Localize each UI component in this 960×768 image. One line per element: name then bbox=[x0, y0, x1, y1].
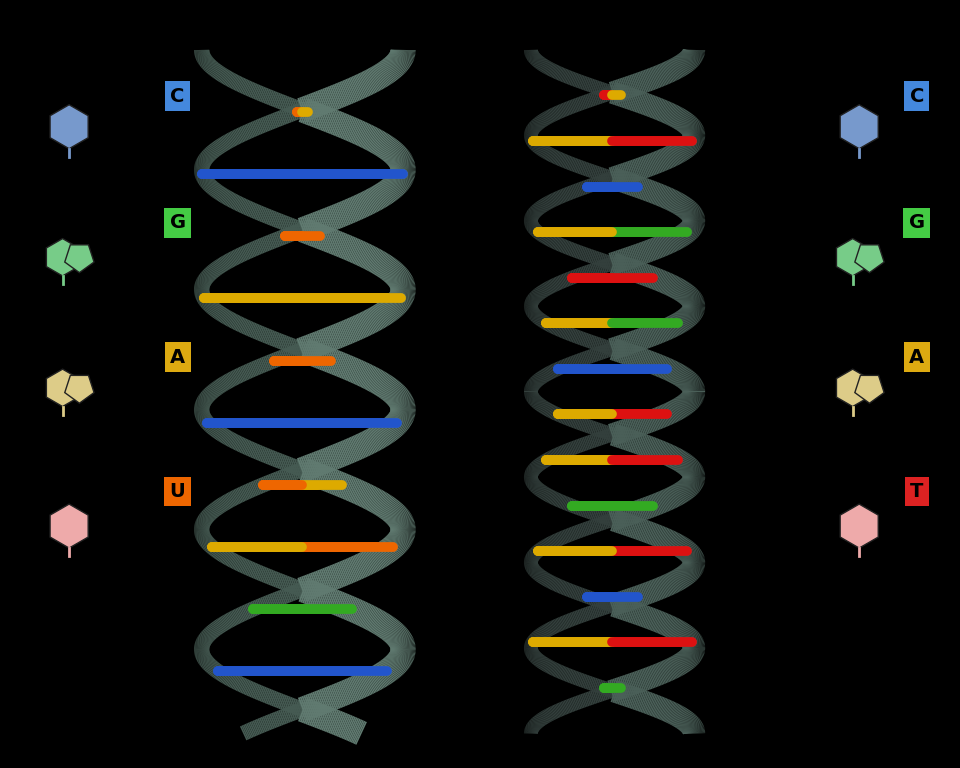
Text: A: A bbox=[170, 348, 185, 366]
Polygon shape bbox=[46, 369, 79, 406]
Polygon shape bbox=[46, 239, 79, 276]
Text: C: C bbox=[910, 87, 924, 105]
Polygon shape bbox=[64, 376, 94, 403]
Polygon shape bbox=[854, 376, 884, 403]
Polygon shape bbox=[50, 504, 88, 548]
Polygon shape bbox=[64, 245, 94, 273]
Text: A: A bbox=[909, 348, 924, 366]
Text: C: C bbox=[171, 87, 184, 105]
Polygon shape bbox=[840, 504, 878, 548]
Text: U: U bbox=[170, 482, 185, 501]
Text: G: G bbox=[170, 214, 185, 232]
Polygon shape bbox=[836, 239, 869, 276]
Polygon shape bbox=[840, 104, 878, 149]
Polygon shape bbox=[854, 245, 884, 273]
Polygon shape bbox=[50, 104, 88, 149]
Polygon shape bbox=[836, 369, 869, 406]
Text: G: G bbox=[909, 214, 924, 232]
Text: T: T bbox=[910, 482, 924, 501]
